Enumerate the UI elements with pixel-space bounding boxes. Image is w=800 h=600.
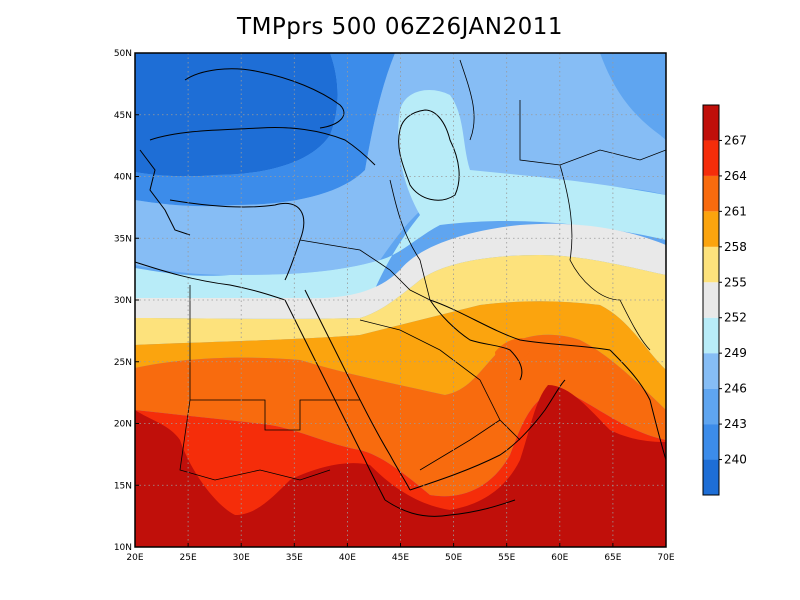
coastline-india-west bbox=[609, 349, 666, 461]
coastline-arabia-south bbox=[409, 379, 566, 491]
band-fill-264-pocket bbox=[495, 338, 532, 362]
y-tick-label: 30N bbox=[114, 296, 132, 306]
y-tick-label: 35N bbox=[114, 234, 132, 244]
colorbar-swatch bbox=[703, 388, 719, 425]
coastline-red-sea-east bbox=[304, 289, 411, 491]
map-title: TMPprs 500 06Z26JAN2011 bbox=[237, 14, 563, 40]
band-fill-264 bbox=[135, 334, 666, 497]
y-tick-label: 50N bbox=[114, 49, 132, 59]
band-fill-258 bbox=[135, 255, 666, 370]
colorbar-swatch bbox=[703, 459, 719, 495]
colorbar-swatch bbox=[703, 424, 719, 460]
border-levant bbox=[299, 239, 431, 301]
x-tick-label: 50E bbox=[445, 553, 462, 563]
coastline-black-sea bbox=[184, 68, 345, 129]
y-tick-label: 25N bbox=[114, 358, 132, 368]
colorbar-swatch bbox=[703, 282, 719, 318]
border-arabia bbox=[359, 319, 521, 471]
colorbar-swatch bbox=[703, 105, 719, 141]
y-tick-label: 15N bbox=[114, 481, 132, 491]
coastline-greece bbox=[139, 149, 191, 236]
colorbar-label: 240 bbox=[724, 453, 747, 467]
band-fill-243 bbox=[135, 53, 395, 207]
colorbar-swatch bbox=[703, 175, 719, 212]
coastline-iran-south bbox=[429, 299, 611, 351]
colorbar-label: 261 bbox=[724, 204, 747, 218]
x-tick-label: 45E bbox=[392, 553, 409, 563]
border-iran-west bbox=[389, 179, 431, 301]
colorbar-swatch bbox=[703, 317, 719, 354]
colorbar-label: 267 bbox=[724, 133, 747, 147]
coastline-anatolia-south bbox=[169, 199, 305, 281]
colorbar-label: 246 bbox=[724, 382, 747, 396]
x-tick-label: 35E bbox=[286, 553, 303, 563]
band-fill-255 bbox=[135, 223, 666, 319]
border-sudan bbox=[179, 399, 331, 481]
coastlines bbox=[135, 59, 666, 517]
colorbar-frame bbox=[702, 104, 720, 496]
colorbar-label: 258 bbox=[724, 240, 747, 254]
x-tick-label: 55E bbox=[498, 553, 515, 563]
x-tick-label: 25E bbox=[180, 553, 197, 563]
band-fill-249 bbox=[135, 53, 666, 275]
latitude-tick-labels: 10N 15N 20N 25N 30N 35N 40N 45N 50N bbox=[114, 49, 139, 553]
colorbar-swatch bbox=[703, 246, 719, 283]
band-fill-270 bbox=[135, 385, 666, 547]
colorbar-label: 252 bbox=[724, 311, 747, 325]
colorbar-swatch bbox=[703, 211, 719, 247]
x-tick-label: 40E bbox=[339, 553, 356, 563]
x-tick-label: 65E bbox=[604, 553, 621, 563]
coastline-persian-gulf bbox=[429, 299, 523, 381]
graticule bbox=[135, 53, 666, 547]
y-tick-label: 20N bbox=[114, 420, 132, 430]
colorbar-label: 243 bbox=[724, 417, 747, 431]
x-tick-label: 20E bbox=[126, 553, 143, 563]
colorbar-label: 255 bbox=[724, 275, 747, 289]
coastline-north-africa bbox=[135, 261, 286, 301]
x-tick-label: 30E bbox=[233, 553, 250, 563]
colorbar-swatch bbox=[703, 140, 719, 176]
coastline-red-sea-west bbox=[284, 299, 386, 501]
y-tick-label: 45N bbox=[114, 111, 132, 121]
colorbar-swatch bbox=[703, 353, 719, 389]
x-tick-label: 60E bbox=[551, 553, 568, 563]
x-tick-label: 70E bbox=[657, 553, 674, 563]
y-tick-label: 40N bbox=[114, 173, 132, 183]
coastline-caspian bbox=[398, 109, 460, 201]
coastline-horn-of-africa bbox=[384, 499, 516, 517]
band-fill-240 bbox=[135, 53, 338, 177]
border-afghanistan bbox=[559, 164, 651, 351]
coastline-turkey bbox=[149, 127, 376, 166]
y-tick-label: 10N bbox=[114, 543, 132, 553]
longitude-tick-labels: 20E 25E 30E 35E 40E 45E 50E 55E 60E 65E 70E bbox=[126, 543, 675, 563]
colorbar-label: 264 bbox=[724, 169, 747, 183]
colorbar-label: 249 bbox=[724, 346, 747, 360]
border-central-asia bbox=[459, 59, 666, 166]
colorbar: 240 243 246 249 252 255 258 261 264 267 bbox=[702, 104, 747, 496]
